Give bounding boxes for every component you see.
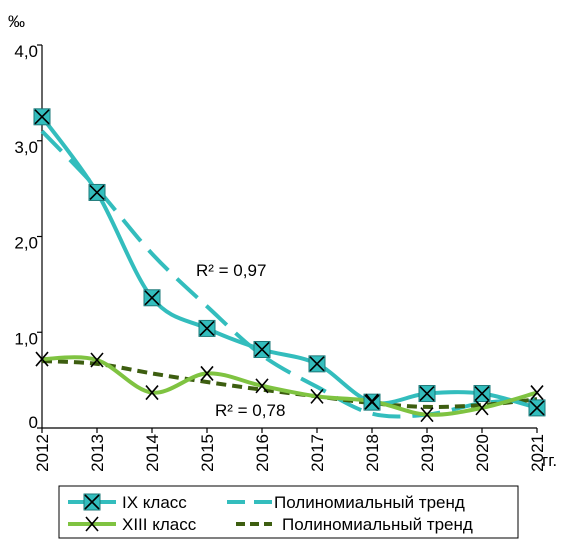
data-point-ix-cross xyxy=(34,109,50,125)
x-tick-label: 2012 xyxy=(33,434,52,472)
y-tick-label: 1,0 xyxy=(14,329,38,348)
legend-item-ix: IX класс xyxy=(68,493,187,512)
data-point-xiii xyxy=(310,388,324,404)
data-point-xiii xyxy=(200,365,214,381)
data-point-ix-cross xyxy=(199,320,215,336)
data-point-xiii xyxy=(90,352,104,368)
data-point-ix-cross xyxy=(474,385,490,402)
data-point-ix-cross xyxy=(144,290,160,306)
data-point-ix-cross xyxy=(89,184,105,201)
data-point-xiii xyxy=(35,351,49,367)
y-tick-label: 4,0 xyxy=(14,42,38,61)
y-unit-label: ‰ xyxy=(8,12,25,31)
trend-line-ix xyxy=(40,129,538,419)
legend-label-xiii: XIII класс xyxy=(122,515,197,534)
legend: IX класс Полиномиальный тренд XIII класс… xyxy=(58,485,519,539)
legend-swatch-ix-cross xyxy=(84,494,100,510)
legend-item-trend-xiii: Полиномиальный тренд xyxy=(236,515,473,534)
y-tick-label: 0 xyxy=(29,413,38,432)
r2-label-xiii: R² = 0,78 xyxy=(215,401,285,420)
data-point-xiii xyxy=(145,385,159,401)
data-point-xiii xyxy=(420,407,434,423)
legend-box xyxy=(58,485,519,539)
plot-area: 01,02,03,04,0 2012 2013 2014 2015 2016 2017 20… xyxy=(14,42,547,472)
legend-item-trend-ix: Полиномиальный тренд xyxy=(227,493,465,512)
legend-label-ix: IX класс xyxy=(122,493,187,512)
series-line-xiii xyxy=(41,355,538,417)
x-tick-label: 2019 xyxy=(418,434,437,472)
series-lines xyxy=(40,115,538,417)
data-point-ix-cross xyxy=(419,385,435,402)
markers xyxy=(33,108,546,423)
x-tick-label: 2013 xyxy=(88,434,107,472)
trend-lines xyxy=(40,129,538,419)
data-point-xiii xyxy=(365,393,379,409)
x-tick-label: 2015 xyxy=(198,434,217,472)
y-tick-label: 2,0 xyxy=(14,234,38,253)
trend-line-xiii xyxy=(41,358,538,409)
series-line-ix xyxy=(40,115,538,410)
x-tick-label: 2017 xyxy=(308,434,327,472)
data-point-xiii xyxy=(255,378,269,394)
x-tick-label: 2021 xyxy=(528,434,547,472)
x-tick-label: 2016 xyxy=(253,434,272,472)
legend-label-trend-ix: Полиномиальный тренд xyxy=(274,493,465,512)
legend-label-trend-xiii: Полиномиальный тренд xyxy=(282,515,473,534)
r2-label-ix: R² = 0,97 xyxy=(196,261,266,280)
x-tick-label: 2014 xyxy=(143,434,162,472)
x-tick-label: 2020 xyxy=(473,434,492,472)
legend-swatch-xiii-cross xyxy=(85,516,99,532)
data-point-ix-cross xyxy=(529,400,545,416)
legend-item-xiii: XIII класс xyxy=(68,515,197,534)
y-ticks: 0 1,0 2,0 3,0 4,0 xyxy=(14,42,42,432)
data-point-xiii xyxy=(475,400,489,416)
y-tick-label: 3,0 xyxy=(14,138,38,157)
x-tick-label: 2018 xyxy=(363,434,382,472)
data-point-ix-cross xyxy=(254,341,270,358)
data-point-ix-cross xyxy=(309,356,325,372)
x-unit-label: гг. xyxy=(542,451,557,470)
x-ticks: 2012 2013 2014 2015 2016 2017 2018 2019 2020 2021 xyxy=(33,428,547,472)
data-point-xiii xyxy=(530,385,544,401)
